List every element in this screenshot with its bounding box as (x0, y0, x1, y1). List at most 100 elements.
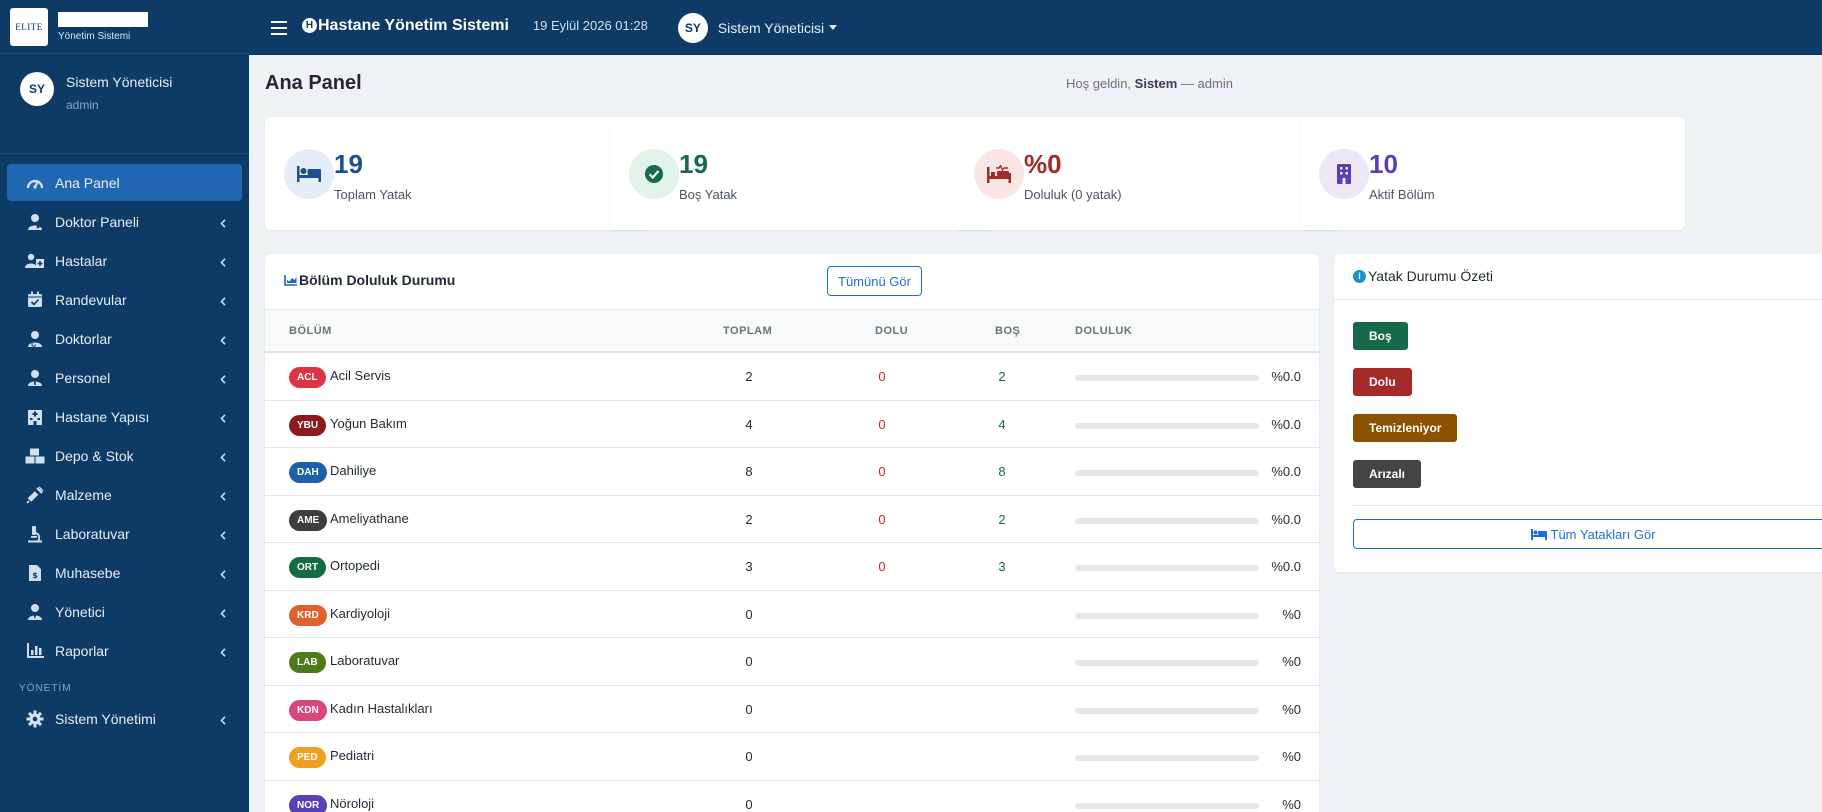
app-title[interactable]: H Hastane Yönetim Sistemi (302, 17, 509, 35)
total-cell: 3 (745, 559, 753, 574)
sidebar-item-label: Hastane Yapısı (55, 408, 150, 425)
sidebar-item-6[interactable]: Hastane Yapısı (7, 398, 242, 435)
sidebar-item-4[interactable]: Doktorlar (7, 320, 242, 357)
occupancy-percent: %0 (1282, 749, 1301, 764)
occupied-cell: 0 (878, 416, 886, 432)
user-tie-icon (25, 603, 45, 621)
sidebar-item-9[interactable]: Laboratuvar (7, 515, 242, 552)
nav-section-header: YÖNETİM (19, 683, 72, 694)
sidebar-item-label: Ana Panel (55, 174, 120, 191)
table-row[interactable]: ACL Acil Servis 2 0 2 %0.0 (265, 353, 1319, 401)
sidebar-item-11[interactable]: Yönetici (7, 593, 242, 630)
chevron-left-icon (220, 566, 226, 582)
table-row[interactable]: AME Ameliyathane 2 0 2 %0.0 (265, 496, 1319, 543)
dept-name: Acil Servis (330, 368, 391, 383)
sidebar-item-1[interactable]: Doktor Paneli (7, 203, 242, 240)
status-row: Dolu0 (1353, 368, 1822, 396)
sidebar-item-10[interactable]: $ Muhasebe (7, 554, 242, 591)
chevron-left-icon (220, 371, 226, 387)
sidebar-item-5[interactable]: Personel (7, 359, 242, 396)
table-row[interactable]: DAH Dahiliye 8 0 8 %0.0 (265, 448, 1319, 496)
chevron-left-icon (220, 644, 226, 660)
welcome-text: Hoş geldin, Sistem — admin (1066, 76, 1233, 91)
dept-code-badge: PED (289, 747, 326, 768)
empty-cell: 2 (998, 511, 1006, 527)
total-cell: 2 (745, 511, 753, 527)
occupancy-progress-bar (1075, 612, 1259, 619)
welcome-suffix: — admin (1180, 76, 1233, 91)
table-row[interactable]: KRD Kardiyoloji 0 %0 (265, 591, 1319, 638)
view-all-button[interactable]: Tümünü Gör (827, 266, 922, 296)
occupied-cell: 0 (878, 369, 886, 384)
brand-subtitle: Yönetim Sistemi (58, 30, 131, 42)
dept-name: Ameliyathane (330, 510, 409, 526)
svg-text:$: $ (32, 571, 38, 580)
dept-code-badge: LAB (289, 652, 326, 673)
occupancy-progress-bar (1075, 660, 1259, 666)
sidebar-item-system-admin[interactable]: Sistem Yönetimi (7, 700, 242, 737)
sidebar-item-3[interactable]: Randevular (7, 281, 242, 318)
dashboard-icon (25, 174, 45, 192)
calendar-check-icon (25, 291, 45, 309)
sidebar-item-8[interactable]: Malzeme (7, 476, 242, 513)
menu-toggle-icon[interactable] (271, 20, 287, 35)
occupancy-percent: %0.0 (1271, 511, 1301, 527)
dept-name: Pediatri (330, 748, 375, 763)
hospital-icon (25, 408, 45, 426)
table-row[interactable]: NOR Nöroloji 0 %0 (265, 781, 1319, 812)
status-badge: Boş (1353, 322, 1408, 350)
table-row[interactable]: ORT Ortopedi 3 0 3 %0.0 (265, 543, 1319, 591)
table-row[interactable]: YBU Yoğun Bakım 4 0 4 %0.0 (265, 401, 1319, 448)
invoice-icon: $ (25, 564, 45, 582)
card-title: Bölüm Doluluk Durumu (284, 272, 455, 288)
occupancy-percent: %0.0 (1271, 559, 1301, 574)
sidebar-item-0[interactable]: Ana Panel (7, 164, 242, 201)
dept-name: Ortopedi (330, 558, 380, 573)
stat-label: Toplam Yatak (334, 187, 412, 202)
sidebar-item-2[interactable]: Hastalar (7, 242, 242, 279)
col-header-occupied[interactable]: DOLU (875, 325, 909, 337)
status-row: Boş19 (1353, 322, 1822, 350)
occupancy-percent: %0 (1282, 701, 1301, 717)
col-header-total[interactable]: TOPLAM (723, 325, 773, 337)
sidebar-item-7[interactable]: Depo & Stok (7, 437, 242, 474)
col-header-empty[interactable]: BOŞ (995, 325, 1021, 337)
building-icon (1319, 149, 1369, 199)
occupied-cell: 0 (878, 559, 886, 574)
table-row[interactable]: LAB Laboratuvar 0 %0 (265, 638, 1319, 686)
bed-icon (284, 149, 334, 199)
stat-card: %0 Doluluk (0 yatak) (955, 117, 1340, 230)
stat-card: 19 Toplam Yatak (265, 117, 650, 230)
user-md-icon (25, 213, 45, 231)
total-cell: 0 (745, 654, 753, 669)
view-all-beds-button[interactable]: Tüm Yatakları Gör (1353, 519, 1822, 549)
brand[interactable]: ELITE Yönetim Sistemi (0, 0, 249, 54)
table-row[interactable]: KDN Kadın Hastalıkları 0 %0 (265, 686, 1319, 733)
sidebar-item-label: Malzeme (55, 486, 112, 503)
user-role: admin (66, 98, 99, 112)
brand-logo: ELITE (10, 7, 48, 46)
occupancy-progress-bar (1075, 470, 1259, 476)
bed-icon (1530, 528, 1547, 540)
dept-code-badge: KRD (289, 604, 327, 626)
chevron-left-icon (220, 605, 226, 621)
col-header-dept[interactable]: BÖLÜM (289, 325, 332, 337)
table-body: ACL Acil Servis 2 0 2 %0.0 YBU Yoğun Bakım 4 0 4 %0… (265, 353, 1319, 812)
user-menu-dropdown[interactable]: SY Sistem Yöneticisi (677, 12, 838, 43)
total-cell: 2 (745, 369, 753, 384)
chevron-left-icon (220, 332, 226, 348)
chevron-left-icon (220, 215, 226, 231)
datetime: 19 Eylül 2026 01:28 (532, 18, 648, 33)
occupied-cell: 0 (878, 464, 886, 479)
dept-name: Nöroloji (330, 795, 375, 811)
user-name[interactable]: Sistem Yöneticisi (66, 74, 173, 90)
col-header-occupancy[interactable]: DOLULUK (1075, 325, 1133, 337)
divider (1353, 505, 1822, 506)
stat-label: Boş Yatak (679, 187, 738, 202)
sidebar-item-label: Laboratuvar (55, 525, 130, 542)
table-row[interactable]: PED Pediatri 0 %0 (265, 733, 1319, 781)
microscope-icon (25, 525, 45, 543)
sidebar-item-12[interactable]: Raporlar (7, 632, 242, 669)
department-occupancy-card: Bölüm Doluluk Durumu Tümünü Gör BÖLÜM TO… (265, 254, 1319, 812)
sidebar-item-label: Depo & Stok (55, 447, 134, 464)
